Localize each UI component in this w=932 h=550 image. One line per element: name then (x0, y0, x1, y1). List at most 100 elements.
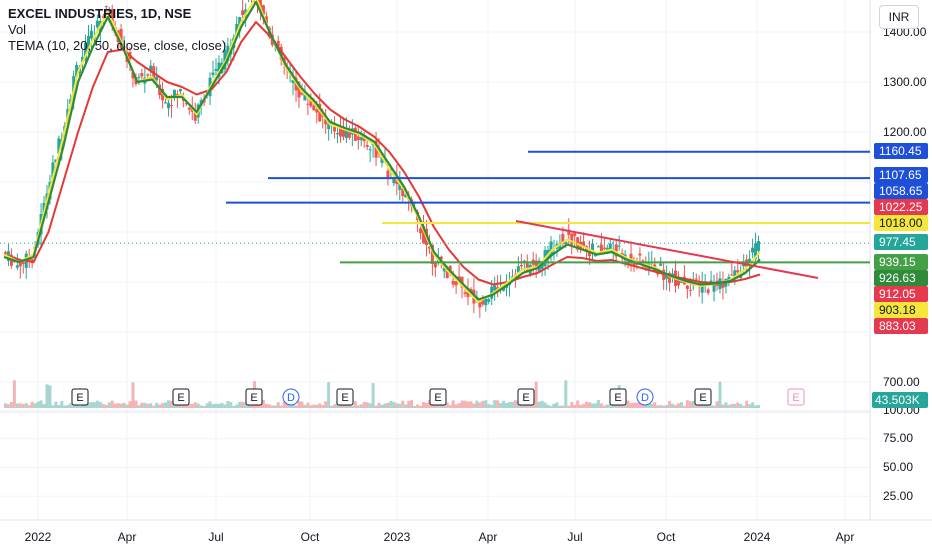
candle-body (659, 263, 663, 266)
volume-bar (294, 405, 298, 408)
volume-bar (312, 404, 316, 408)
volume-bar (297, 401, 301, 408)
candle-body (757, 241, 761, 251)
volume-bar (659, 405, 663, 408)
event-marker-label: E (699, 392, 706, 404)
volume-bar (187, 404, 191, 408)
volume-bar (158, 404, 162, 408)
candle-body (75, 64, 79, 77)
time-axis-tick: Oct (657, 530, 676, 544)
volume-bar (128, 401, 132, 408)
volume-bar (250, 404, 254, 408)
volume-bar (63, 405, 67, 408)
volume-bar (178, 405, 182, 408)
volume-bar (78, 405, 82, 408)
volume-bar (573, 404, 577, 408)
volume-bar (131, 382, 135, 408)
volume-bar (513, 400, 517, 408)
time-axis-tick: Oct (301, 530, 320, 544)
candle-body (445, 271, 449, 279)
volume-bar (665, 404, 669, 408)
currency-button[interactable]: INR (879, 5, 919, 29)
volume-bar (736, 402, 740, 408)
candle-body (525, 263, 529, 272)
candle-body (700, 283, 704, 293)
legend-tema-label[interactable]: TEMA (10, 20, 50, close, close, close) (8, 38, 227, 53)
volume-bar (57, 404, 61, 408)
volume-bar (54, 401, 58, 408)
legend-symbol-title[interactable]: EXCEL INDUSTRIES, 1D, NSE (8, 6, 192, 21)
volume-bar (276, 402, 280, 408)
volume-bar (715, 401, 719, 408)
volume-bar (694, 403, 698, 408)
volume-bar (143, 402, 147, 408)
candle-body (291, 79, 295, 84)
candle-body (341, 130, 345, 137)
candle-body (170, 104, 174, 106)
volume-bar (42, 404, 46, 408)
volume-bar (356, 405, 360, 408)
earnings-marker (336, 388, 354, 406)
volume-bar (377, 402, 381, 408)
volume-bar (291, 404, 295, 408)
candle-body (567, 229, 571, 235)
volume-bar (170, 400, 174, 408)
volume-bar (347, 403, 351, 408)
candle-body (318, 103, 322, 122)
volume-bar (712, 405, 716, 408)
candle-body (327, 123, 331, 130)
event-marker-label: E (76, 392, 83, 404)
volume-axis-tick: 25.00 (883, 489, 913, 503)
candle-body (442, 267, 446, 272)
candle-body (365, 144, 369, 147)
candle-body (309, 97, 313, 107)
candle-body (386, 170, 390, 178)
candle-body (84, 43, 88, 61)
candle-body (688, 289, 692, 291)
tema-slow-line (3, 21, 761, 286)
volume-bar (3, 403, 7, 408)
candle-body (478, 302, 482, 308)
price-label-text: 912.05 (879, 287, 916, 301)
volume-bar (757, 405, 761, 408)
volume-bar (519, 403, 523, 408)
volume-bar (614, 403, 618, 408)
candle-body (519, 265, 523, 267)
candle-body (451, 280, 455, 285)
volume-bar (137, 405, 141, 408)
volume-bar (33, 403, 37, 408)
volume-bar (558, 405, 562, 408)
time-axis-tick: Apr (479, 530, 498, 544)
candle-body (258, 0, 262, 12)
volume-bar (632, 402, 636, 408)
candle-body (261, 5, 265, 15)
price-label-text: 1107.65 (879, 168, 922, 182)
volume-bar (395, 403, 399, 408)
candle-body (736, 270, 740, 273)
dividend-marker (636, 388, 654, 406)
legend-volume-label[interactable]: Vol (8, 22, 27, 37)
volume-bar (66, 405, 70, 408)
candle-body (315, 109, 319, 113)
candle-body (187, 107, 191, 110)
candle-body (155, 76, 159, 81)
candle-body (344, 128, 348, 139)
candle-body (422, 226, 426, 244)
earnings-marker (694, 388, 712, 406)
volume-bar (60, 400, 64, 408)
volume-bar (264, 403, 268, 408)
volume-bar (407, 400, 411, 408)
time-axis-tick: 2024 (744, 530, 771, 544)
candle-body (706, 289, 710, 293)
volume-bar (561, 405, 565, 408)
volume-bar (333, 404, 337, 408)
volume-bar (454, 404, 458, 408)
candle-body (754, 243, 758, 260)
candle-body (419, 228, 423, 234)
candle-body (668, 272, 672, 283)
volume-bar (709, 404, 713, 408)
volume-axis-tick: 75.00 (883, 431, 913, 445)
volume-bar (481, 400, 485, 408)
event-marker-label: E (341, 392, 348, 404)
